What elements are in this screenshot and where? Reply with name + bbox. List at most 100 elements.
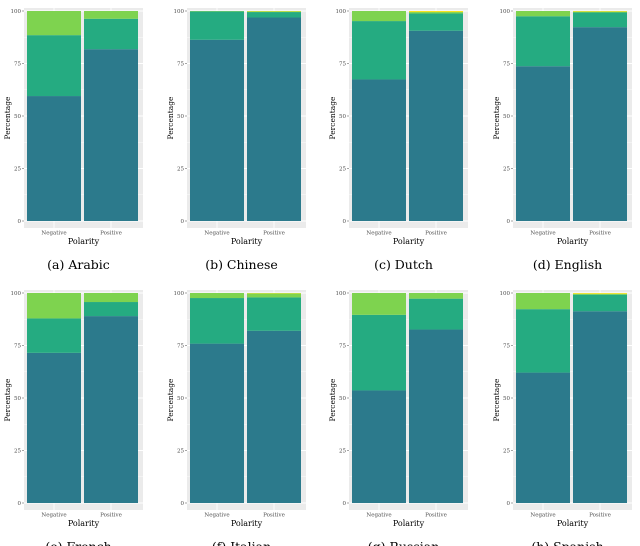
y-tick-label: 100: [174, 291, 185, 297]
bar-segment-positive-1: [573, 27, 627, 222]
subplot-1: Negative Positive 0 25 50 75 100 Percentage Pola…: [3, 8, 143, 272]
bar-segment-negative-1: [190, 39, 244, 221]
bar-segment-positive-2: [409, 298, 463, 330]
bar-segment-negative-1: [190, 343, 244, 503]
x-tick-label: Positive: [425, 231, 447, 237]
subplot-3: Negative Positive 0 25 50 75 100 Percentage Pola…: [328, 8, 468, 272]
y-tick-label: 0: [181, 219, 185, 225]
x-axis-title: Polarity: [557, 237, 589, 246]
y-tick-label: 50: [503, 396, 510, 402]
bar-segment-negative-1: [27, 352, 81, 503]
bar-segment-negative-3: [190, 293, 244, 299]
x-tick-label: Positive: [589, 231, 611, 237]
y-axis-title: Percentage: [492, 96, 501, 139]
y-tick-label: 75: [14, 344, 21, 350]
x-axis-title: Polarity: [393, 237, 425, 246]
y-tick-label: 100: [500, 291, 511, 297]
bar-segment-negative-3: [27, 11, 81, 36]
y-tick-label: 25: [177, 167, 184, 173]
y-tick-label: 75: [177, 62, 184, 68]
bar-segment-negative-1: [516, 66, 570, 221]
y-tick-label: 100: [500, 9, 511, 15]
x-tick-label: Positive: [263, 513, 285, 519]
y-tick-label: 50: [339, 396, 346, 402]
y-tick-label: 0: [343, 501, 347, 507]
y-tick-label: 100: [336, 9, 347, 15]
bar-segment-negative-2: [352, 21, 406, 80]
bar-segment-positive-2: [409, 13, 463, 31]
bar-segment-negative-3: [516, 293, 570, 310]
y-tick-label: 100: [336, 291, 347, 297]
y-tick-label: 50: [14, 396, 21, 402]
subplot-caption: (d) English: [533, 257, 602, 272]
subplot-caption: (c) Dutch: [374, 257, 433, 272]
bar-segment-positive-1: [409, 329, 463, 503]
y-tick-label: 50: [14, 114, 21, 120]
bar-segment-negative-1: [352, 79, 406, 222]
bar-segment-positive-3: [247, 293, 301, 298]
y-tick-label: 50: [339, 114, 346, 120]
subplot-caption: (h) Spanish: [531, 539, 603, 546]
x-tick-label: Negative: [204, 513, 229, 519]
bar-segment-negative-3: [27, 293, 81, 319]
y-tick-label: 25: [503, 167, 510, 173]
bar-segment-negative-2: [190, 298, 244, 344]
bar-segment-positive-3: [409, 12, 463, 14]
bar-segment-positive-1: [84, 49, 138, 221]
y-tick-label: 75: [177, 344, 184, 350]
bar-segment-positive-1: [409, 30, 463, 221]
bar-segment-negative-3: [352, 11, 406, 22]
y-tick-label: 0: [18, 219, 22, 225]
subplot-8: Negative Positive 0 25 50 75 100 Percentage Pola…: [492, 290, 632, 546]
x-tick-label: Positive: [589, 513, 611, 519]
bar-segment-negative-2: [516, 309, 570, 373]
x-tick-label: Negative: [366, 513, 391, 519]
y-tick-label: 75: [339, 62, 346, 68]
y-axis-title: Percentage: [166, 378, 175, 421]
y-axis-title: Percentage: [166, 96, 175, 139]
x-axis-title: Polarity: [231, 237, 263, 246]
bar-segment-positive-1: [247, 17, 301, 222]
x-tick-label: Negative: [366, 231, 391, 237]
y-tick-label: 25: [339, 449, 346, 455]
bar-segment-positive-4: [573, 293, 627, 294]
x-tick-label: Negative: [530, 231, 555, 237]
x-tick-label: Positive: [100, 513, 122, 519]
bar-segment-positive-2: [573, 12, 627, 28]
subplot-caption: (f) Italian: [212, 539, 271, 546]
y-tick-label: 100: [174, 9, 185, 15]
y-axis-title: Percentage: [328, 96, 337, 139]
x-tick-label: Positive: [425, 513, 447, 519]
bar-segment-negative-3: [516, 11, 570, 17]
y-axis-title: Percentage: [328, 378, 337, 421]
subplot-caption: (b) Chinese: [205, 257, 278, 272]
bar-segment-positive-3: [409, 293, 463, 299]
y-tick-label: 100: [11, 291, 22, 297]
subplot-caption: (e) French: [45, 539, 111, 546]
y-tick-label: 50: [177, 114, 184, 120]
x-tick-label: Negative: [41, 513, 66, 519]
x-tick-label: Negative: [530, 513, 555, 519]
y-tick-label: 25: [339, 167, 346, 173]
bar-segment-positive-3: [84, 11, 138, 19]
y-tick-label: 75: [14, 62, 21, 68]
x-axis-title: Polarity: [68, 519, 100, 528]
y-tick-label: 0: [507, 219, 511, 225]
subplot-5: Negative Positive 0 25 50 75 100 Percentage Pola…: [3, 290, 143, 546]
bar-segment-negative-3: [352, 293, 406, 315]
bar-segment-positive-2: [573, 294, 627, 312]
bar-segment-positive-2: [84, 302, 138, 317]
y-tick-label: 50: [177, 396, 184, 402]
subplot-2: Negative Positive 0 25 50 75 100 Percentage Pola…: [166, 8, 306, 272]
x-tick-label: Positive: [100, 231, 122, 237]
x-tick-label: Negative: [41, 231, 66, 237]
bar-segment-positive-1: [573, 311, 627, 503]
x-axis-title: Polarity: [393, 519, 425, 528]
y-tick-label: 0: [507, 501, 511, 507]
y-tick-label: 100: [11, 9, 22, 15]
bar-segment-positive-3: [247, 11, 301, 13]
subplot-caption: (a) Arabic: [47, 257, 110, 272]
bar-segment-negative-2: [352, 314, 406, 391]
y-tick-label: 25: [14, 449, 21, 455]
